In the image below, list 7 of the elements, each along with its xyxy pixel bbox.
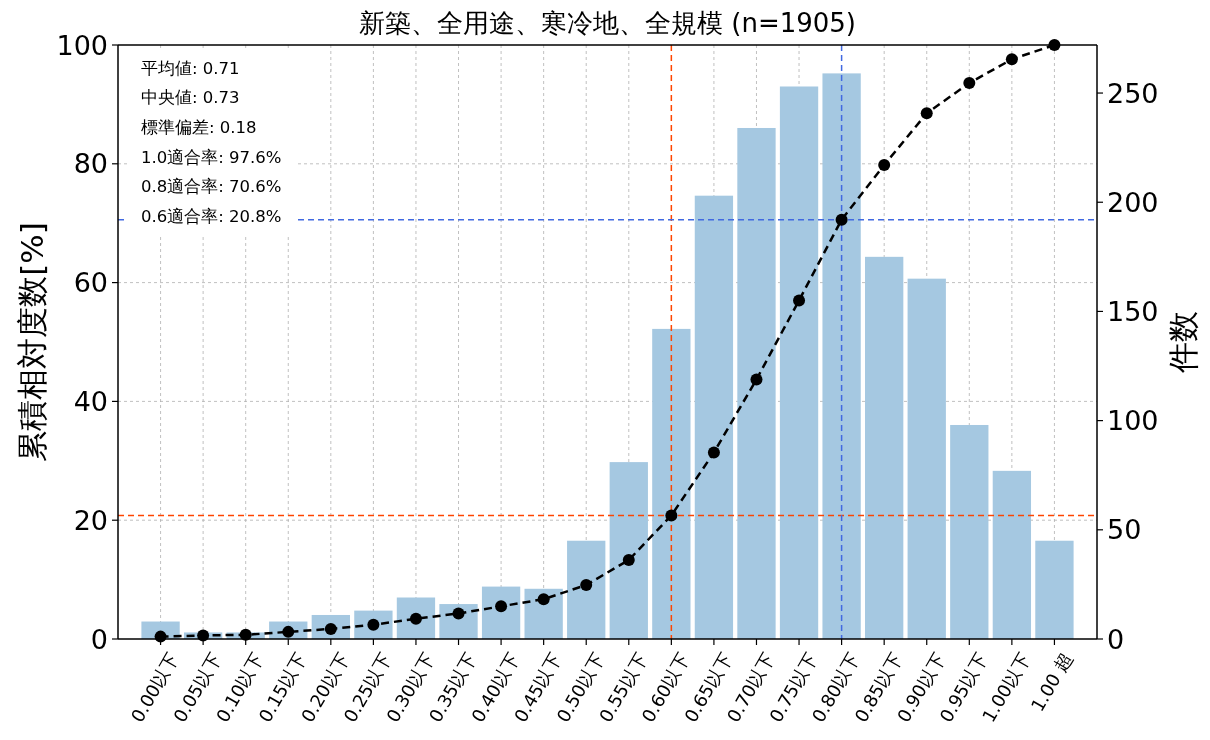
annotation: 標準偏差: 0.18: [141, 117, 257, 137]
annotation: 中央値: 0.73: [141, 88, 240, 108]
annotation: 0.6適合率: 20.8%: [141, 207, 282, 226]
annotation: 1.0適合率: 97.6%: [141, 147, 282, 167]
title: 新築、全用途、寒冷地、全規模 (n=1905): [359, 8, 856, 38]
annotation: 0.8適合率: 70.6%: [141, 177, 282, 197]
annotation: 平均値: 0.71: [141, 58, 240, 78]
